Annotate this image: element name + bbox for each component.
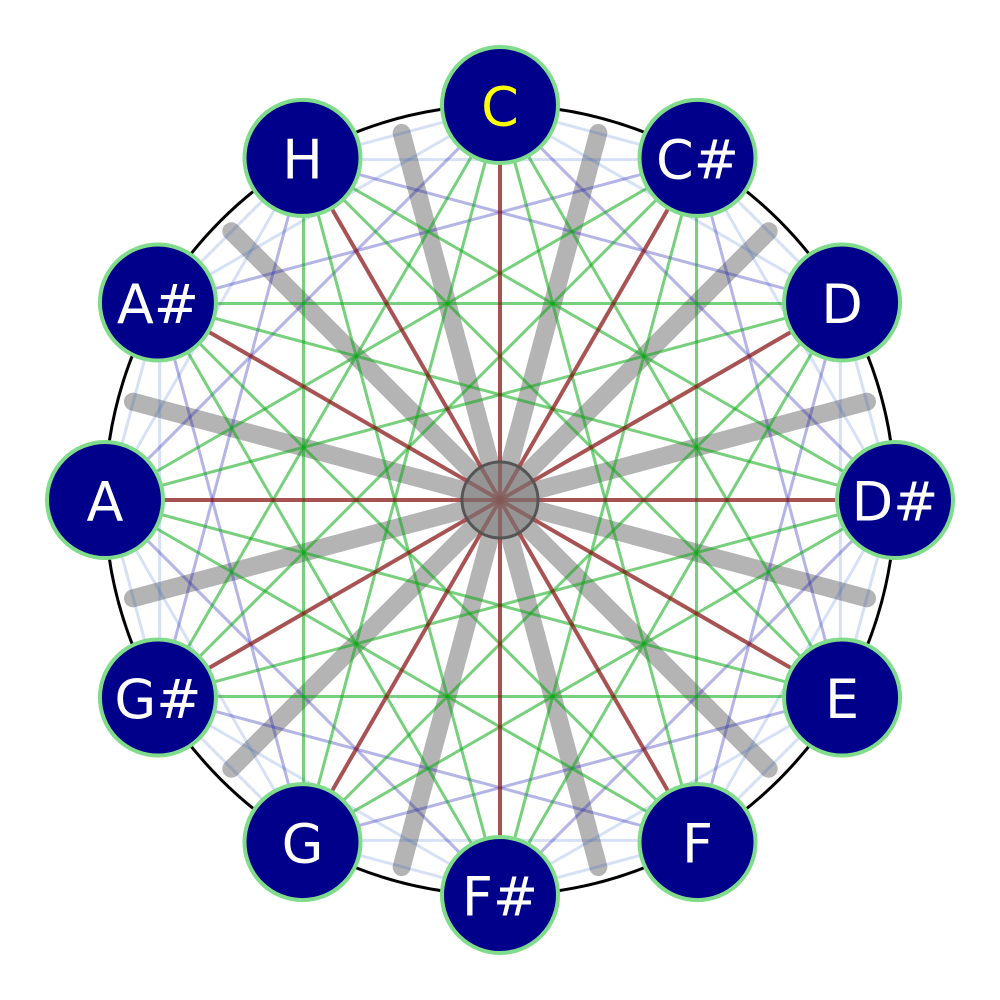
- note-label: G: [282, 813, 324, 876]
- background-spoke: [123, 392, 509, 509]
- note-node-a: A: [45, 440, 165, 560]
- interval-line-5-semitones: [159, 302, 894, 502]
- note-node-circle: [835, 440, 955, 560]
- note-node-circle: [242, 97, 363, 218]
- note-label: F: [682, 813, 713, 876]
- note-node-g-sharp: G#: [97, 637, 218, 758]
- interval-line-5-semitones: [159, 498, 894, 698]
- interval-line-5-semitones: [106, 302, 841, 502]
- note-node-circle: [97, 242, 218, 363]
- note-label: C: [481, 76, 519, 139]
- note-node-circle: [782, 242, 903, 363]
- note-node-e: E: [782, 637, 903, 758]
- note-node-circle: [440, 45, 560, 165]
- note-node-a-sharp: A#: [97, 242, 218, 363]
- note-label: H: [282, 128, 323, 191]
- note-node-f: F: [637, 782, 758, 903]
- note-node-c: C: [440, 45, 560, 165]
- note-node-d: D: [782, 242, 903, 363]
- note-node-circle: [97, 637, 218, 758]
- background-spoke: [491, 123, 608, 509]
- note-node-circle: [440, 835, 560, 955]
- note-node-circle: [45, 440, 165, 560]
- interval-line-5-semitones: [302, 106, 502, 841]
- interval-line-5-semitones: [158, 158, 698, 698]
- interval-line-5-semitones: [498, 159, 698, 894]
- note-label: E: [825, 668, 859, 731]
- background-spoke: [123, 491, 509, 608]
- background-spokes: [123, 123, 877, 877]
- interval-line-5-semitones: [302, 158, 842, 698]
- background-spoke: [392, 491, 509, 877]
- background-spoke: [491, 491, 877, 608]
- note-node-circle: [637, 97, 758, 218]
- interval-line-5-semitones: [498, 106, 698, 841]
- note-node-g: G: [242, 782, 363, 903]
- background-spoke: [222, 222, 509, 509]
- note-node-circle: [637, 782, 758, 903]
- background-spoke: [491, 222, 778, 509]
- note-node-d-sharp: D#: [835, 440, 955, 560]
- note-nodes: C C# D D# E F F# G G# A A# H: [45, 45, 955, 955]
- interval-lines: [105, 105, 895, 895]
- note-node-f-sharp: F#: [440, 835, 560, 955]
- note-label: D: [821, 273, 863, 336]
- note-label: C#: [656, 128, 739, 191]
- background-spoke: [222, 491, 509, 778]
- interval-line-5-semitones: [302, 159, 502, 894]
- interval-line-5-semitones: [158, 302, 698, 842]
- note-node-c-sharp: C#: [637, 97, 758, 218]
- note-label: A#: [117, 273, 199, 336]
- note-node-circle: [782, 637, 903, 758]
- background-spoke: [392, 123, 509, 509]
- interval-line-5-semitones: [106, 498, 841, 698]
- background-spoke: [491, 392, 877, 509]
- note-label: G#: [114, 668, 201, 731]
- interval-line-5-semitones: [302, 302, 842, 842]
- note-node-circle: [242, 782, 363, 903]
- note-label: D#: [852, 471, 939, 534]
- center-hub: [460, 460, 540, 540]
- note-label: F#: [462, 866, 538, 929]
- background-spoke: [491, 491, 608, 877]
- note-node-h: H: [242, 97, 363, 218]
- background-spoke: [491, 491, 778, 778]
- note-label: A: [87, 471, 124, 534]
